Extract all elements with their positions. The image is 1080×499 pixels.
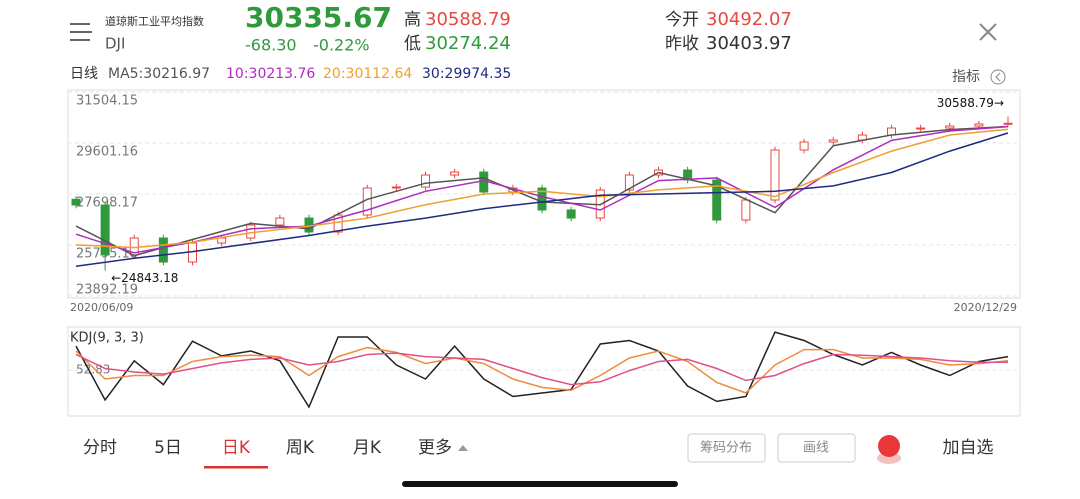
low-label: 低 [404,34,421,54]
start-date: 2020/06/09 [70,301,133,314]
candle-body [916,127,926,130]
y-tick-label: 23892.19 [76,283,138,298]
tab[interactable]: 5日 [154,438,182,458]
ma30-label: 30:29974.35 [422,66,511,82]
candle-body [217,237,227,244]
candle-body [100,204,110,256]
indicator-label: 指标 [952,69,980,85]
change-pct: -0.22% [313,36,370,55]
kdj-frame [67,326,1021,417]
candle-body [566,209,576,219]
candle-body [333,214,343,233]
high-label: 高 [404,10,421,30]
tab[interactable]: 月K [353,438,382,458]
kdj-line [75,352,1008,386]
candle-body [537,187,547,211]
tab[interactable]: 周K [286,438,315,458]
candle-body [450,171,460,176]
y-tick-label: 31504.15 [76,94,138,109]
open: 30492.07 [706,9,792,30]
candle-body [391,186,401,189]
kdj-line [75,331,1009,409]
indicator-button[interactable]: 指标 [952,69,1006,85]
more-arrow [458,445,468,451]
prev-close: 30403.97 [706,33,792,54]
draw-button[interactable] [777,433,856,463]
candle-body [945,125,955,129]
home-indicator [402,481,678,487]
y-tick-label: 29601.16 [76,145,138,160]
candle-body [887,127,896,136]
close-button[interactable] [979,23,997,41]
candle-body [275,217,285,226]
change: -68.30 [245,36,297,55]
chips-button[interactable] [687,433,766,463]
low: 30274.24 [425,33,511,54]
y-tick-label: 52.83 [76,363,110,377]
ma10-label: 10:30213.76 [226,66,315,82]
period: 日线 [70,66,98,82]
open-label: 今开 [665,10,699,30]
candle-body [770,149,780,201]
candle-body [71,198,81,206]
end-date: 2020/12/29 [954,301,1017,314]
symbol: DJI [105,35,125,53]
draw-label: 画线 [803,441,829,456]
ma-line [75,125,1009,254]
candle-body [683,169,693,181]
candle-body [741,199,751,221]
candle-body [158,237,168,263]
candle-body [799,141,809,151]
ma-line [75,128,1009,249]
chips-label: 筹码分布 [700,440,752,456]
prev-close-label: 昨收 [665,34,699,54]
candle-body [828,139,838,143]
tab[interactable]: 分时 [83,438,117,458]
max-marker: 30588.79→ [937,96,1004,110]
tab-bar: 分时 5日 日K 周K 月K 更多 [83,438,452,469]
tab[interactable]: 日K [222,438,251,458]
candle-body [246,224,256,239]
record-button[interactable] [878,435,900,457]
menu-icon[interactable] [70,23,92,41]
candle-body [624,174,634,191]
min-marker: ←24843.18 [111,271,178,285]
index-name: 道琼斯工业平均指数 [105,14,204,28]
tab[interactable]: 更多 [418,438,452,458]
tab-underline [204,466,268,469]
candle-body [1003,122,1013,125]
kdj-title: KDJ(9, 3, 3) [70,331,144,346]
y-tick-label: 27698.17 [76,196,138,211]
ma-line [75,132,1009,268]
ma5-label: MA5:30216.97 [108,66,210,82]
candle-body [974,123,984,127]
candle-body [712,179,722,221]
watch-button[interactable]: 加自选 [943,438,994,458]
price: 30335.67 [245,1,392,34]
ma20-label: 20:30112.64 [323,66,412,82]
candle-body [421,174,430,188]
high: 30588.79 [425,9,511,30]
